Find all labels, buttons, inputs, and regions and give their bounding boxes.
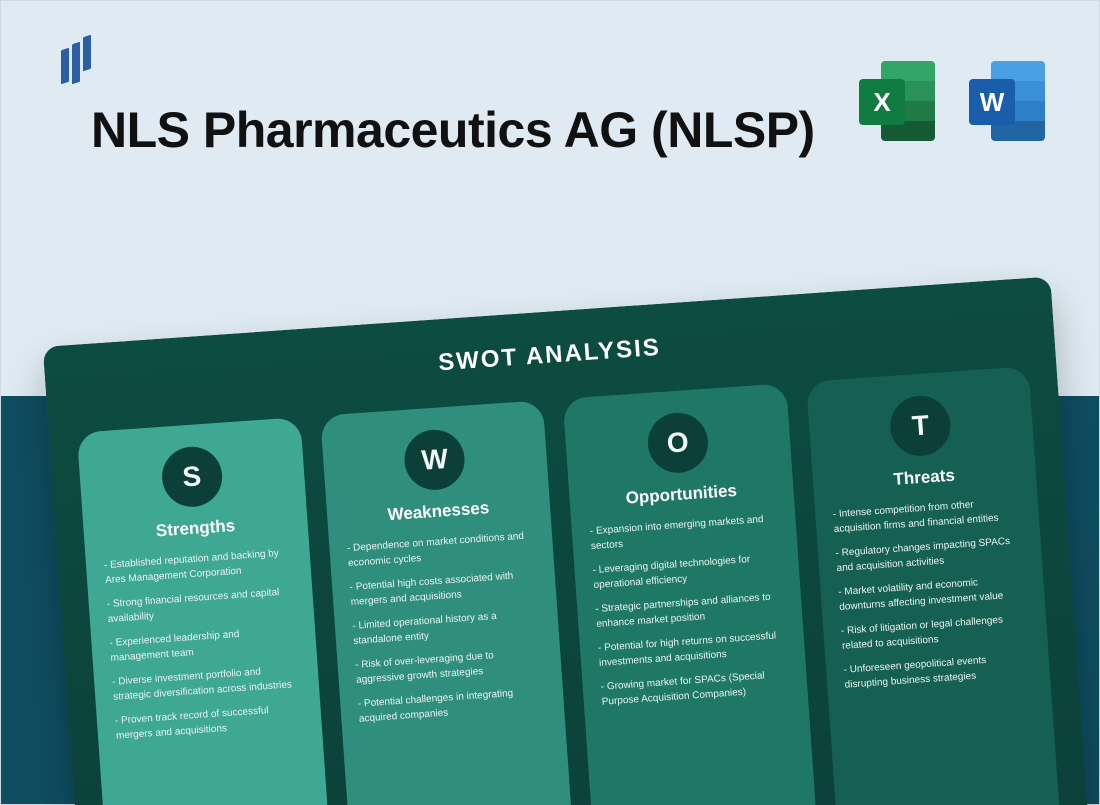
list-item: Potential challenges in integrating acqu…: [357, 685, 546, 727]
swot-letter-t: T: [889, 394, 953, 458]
list-item: Expansion into emerging markets and sect…: [589, 512, 778, 554]
list-item: Strategic partnerships and alliances to …: [595, 590, 784, 632]
swot-label-weaknesses: Weaknesses: [344, 495, 532, 528]
swot-letter-w: W: [403, 428, 467, 492]
swot-col-weaknesses: W Weaknesses Dependence on market condit…: [320, 400, 574, 805]
swot-letter-o: O: [646, 411, 710, 475]
list-item: Unforeseen geopolitical events disruptin…: [843, 651, 1032, 693]
swot-label-opportunities: Opportunities: [587, 478, 775, 511]
page-title: NLS Pharmaceutics AG (NLSP): [91, 101, 815, 160]
swot-items-opportunities: Expansion into emerging markets and sect…: [589, 512, 789, 710]
word-icon[interactable]: W: [963, 57, 1051, 145]
list-item: Potential high costs associated with mer…: [349, 568, 538, 610]
list-item: Strong financial resources and capital a…: [106, 585, 295, 627]
brand-logo-icon: [57, 39, 97, 89]
word-badge-letter: W: [969, 79, 1015, 125]
excel-badge-letter: X: [859, 79, 905, 125]
swot-label-threats: Threats: [830, 461, 1018, 494]
page: NLS Pharmaceutics AG (NLSP) X W SWOT ANA…: [0, 0, 1100, 805]
list-item: Dependence on market conditions and econ…: [347, 529, 536, 571]
list-item: Potential for high returns on successful…: [598, 629, 787, 671]
list-item: Proven track record of successful merger…: [115, 702, 304, 744]
list-item: Diverse investment portfolio and strateg…: [112, 663, 301, 705]
export-apps: X W: [853, 57, 1051, 145]
list-item: Experienced leadership and management te…: [109, 624, 298, 666]
list-item: Risk of over-leveraging due to aggressiv…: [355, 646, 544, 688]
list-item: Growing market for SPACs (Special Purpos…: [600, 668, 789, 710]
swot-letter-s: S: [160, 445, 224, 509]
list-item: Risk of litigation or legal challenges r…: [841, 612, 1030, 654]
swot-items-strengths: Established reputation and backing by Ar…: [104, 546, 304, 744]
swot-items-threats: Intense competition from other acquisiti…: [832, 495, 1032, 693]
swot-columns: S Strengths Established reputation and b…: [77, 366, 1060, 805]
swot-col-threats: T Threats Intense competition from other…: [805, 366, 1059, 805]
list-item: Market volatility and economic downturns…: [838, 573, 1027, 615]
list-item: Limited operational history as a standal…: [352, 607, 541, 649]
list-item: Leveraging digital technologies for oper…: [592, 551, 781, 593]
list-item: Established reputation and backing by Ar…: [104, 546, 293, 588]
swot-items-weaknesses: Dependence on market conditions and econ…: [347, 529, 547, 727]
swot-label-strengths: Strengths: [101, 512, 289, 545]
list-item: Regulatory changes impacting SPACs and a…: [835, 534, 1024, 576]
swot-col-strengths: S Strengths Established reputation and b…: [77, 417, 331, 805]
swot-card: SWOT ANALYSIS S Strengths Established re…: [43, 276, 1090, 805]
excel-icon[interactable]: X: [853, 57, 941, 145]
swot-col-opportunities: O Opportunities Expansion into emerging …: [563, 383, 817, 805]
list-item: Intense competition from other acquisiti…: [832, 495, 1021, 537]
